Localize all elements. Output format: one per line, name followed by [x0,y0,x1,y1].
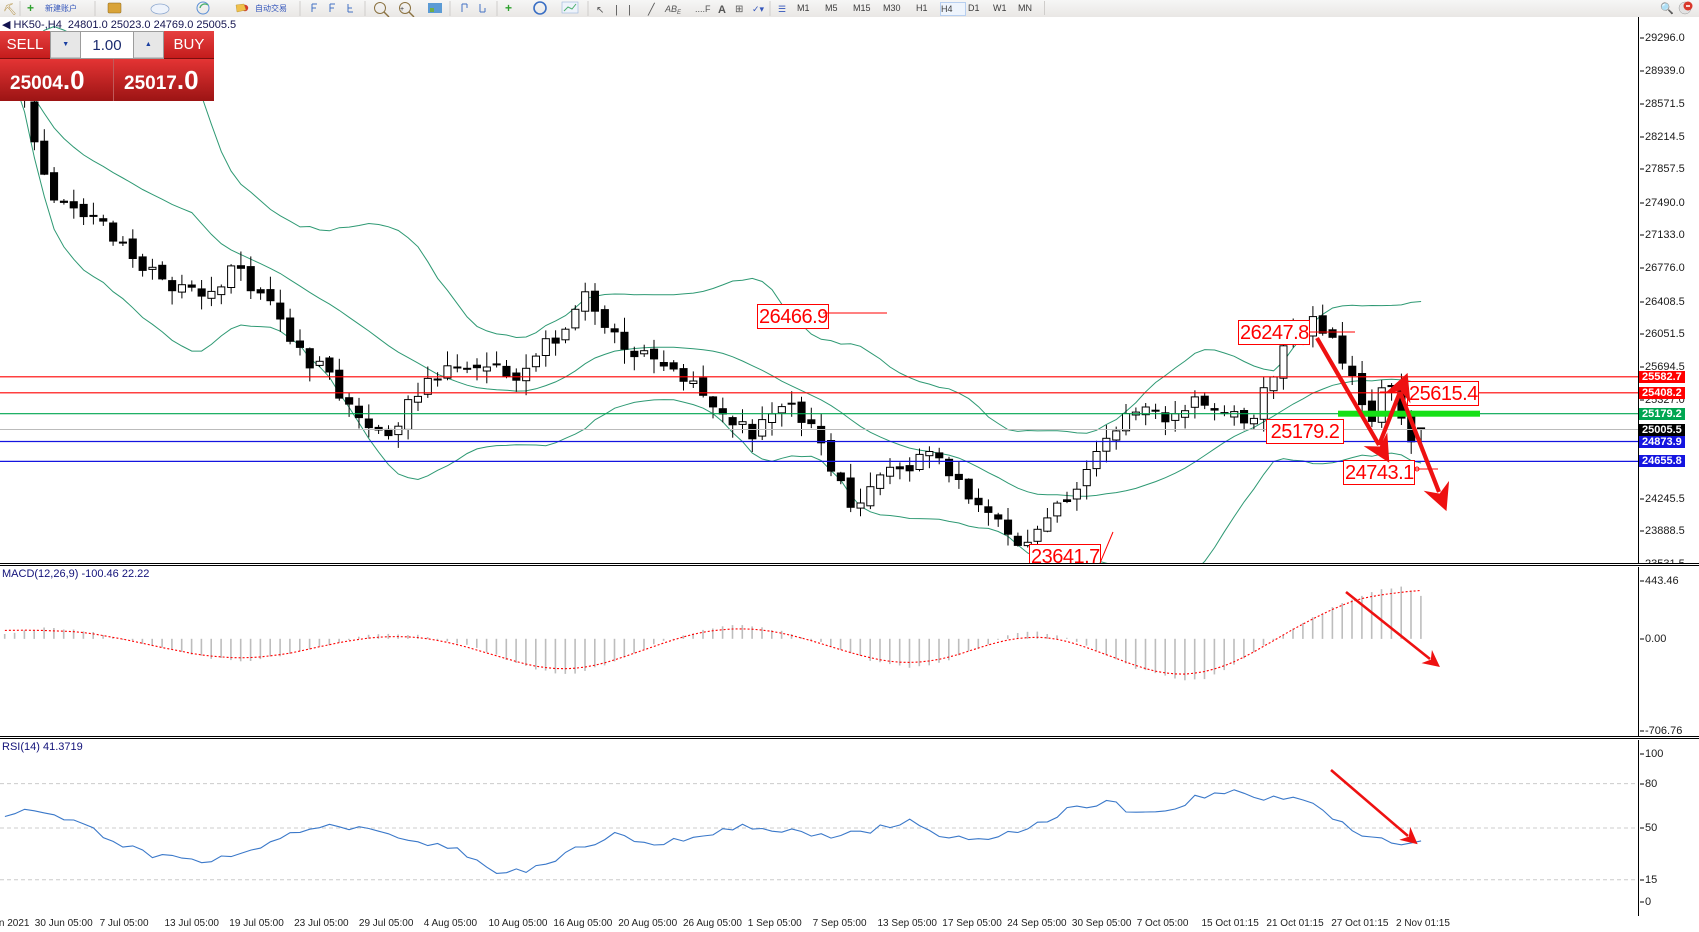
svg-text:ABE: ABE [664,4,682,16]
svg-text:+: + [27,1,34,15]
svg-text:自动交易: 自动交易 [255,3,287,13]
svg-text:⛏: ⛏ [3,3,17,16]
svg-text:⊞: ⊞ [735,4,743,15]
svg-text:☰: ☰ [778,4,786,14]
svg-text:....F: ....F [695,4,711,14]
svg-text:✓▾: ✓▾ [752,4,765,14]
svg-text:↖: ↖ [596,5,604,16]
svg-text:+: + [400,6,404,13]
svg-text:|: | [628,4,631,16]
svg-text:A: A [718,4,726,16]
svg-text:+: + [505,1,512,15]
svg-text:|: | [615,4,618,16]
svg-text:新建账户: 新建账户 [45,3,77,13]
svg-text:╱: ╱ [647,2,656,16]
